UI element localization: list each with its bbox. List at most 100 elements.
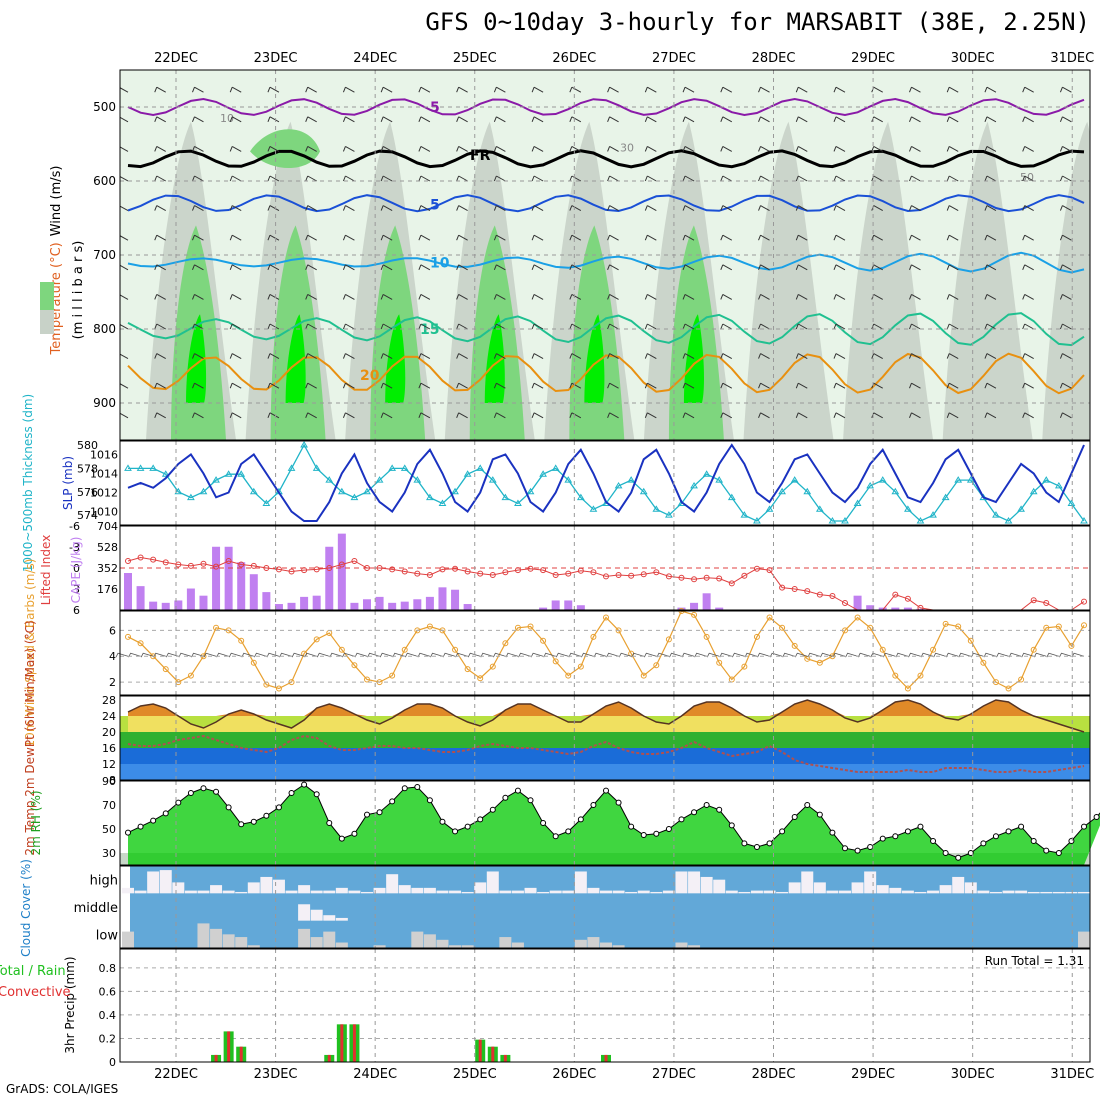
wind-barb <box>909 86 921 93</box>
rh-point <box>1081 823 1087 830</box>
lifted-point <box>389 566 396 573</box>
rh-point <box>967 850 974 856</box>
wind-barb <box>305 382 317 389</box>
lifted-point <box>452 565 459 572</box>
rh-point <box>741 840 748 847</box>
wind-point <box>665 636 672 643</box>
wind-barb <box>154 145 166 152</box>
wind-barb <box>1022 293 1034 300</box>
wind-barb <box>984 205 997 212</box>
wind-barb <box>795 145 808 152</box>
wind-barb <box>380 293 393 300</box>
precip-tick-label: 0.2 <box>99 1032 117 1045</box>
wind-barb <box>946 323 959 330</box>
cloud-bar-high <box>449 890 462 894</box>
wind-barb-10m <box>669 652 682 658</box>
isotherm-label: 5 <box>430 198 440 214</box>
wind-barb-10m <box>430 652 443 658</box>
wind-barb <box>229 382 242 389</box>
wind-barb <box>154 293 166 300</box>
wind-barb <box>493 116 506 123</box>
thickness-point <box>690 481 698 489</box>
wind-barb <box>380 116 393 123</box>
wind-barb <box>229 293 242 300</box>
thickness-point <box>426 493 434 501</box>
cape-bar <box>161 602 170 610</box>
wind-barb <box>569 86 582 93</box>
thickness-point <box>514 499 522 506</box>
lifted-point <box>313 566 320 573</box>
isotherm-line <box>127 251 1085 274</box>
date-label-bottom: 26DEC <box>552 1067 596 1082</box>
date-label-top: 22DEC <box>154 51 198 66</box>
wind-barb <box>267 234 280 241</box>
lifted-point <box>338 561 345 568</box>
slp-axis-title: SLP (mb) <box>61 456 75 510</box>
rh-point <box>804 802 811 808</box>
cloud-bar-high <box>738 891 751 894</box>
wind-barb-10m <box>1046 652 1059 658</box>
rh-point <box>867 844 874 850</box>
cloud-bar-low <box>600 942 612 948</box>
wind-barb <box>192 353 204 360</box>
wind-barb <box>758 145 770 152</box>
wind-point <box>816 659 823 666</box>
precip-conv-bar <box>352 1024 356 1062</box>
thickness-point <box>740 511 749 518</box>
precip-conv-bar <box>214 1054 218 1062</box>
wind-barb <box>682 264 695 271</box>
wind-barb <box>1059 205 1072 212</box>
wind-barb <box>456 382 468 389</box>
wind-barb <box>1059 382 1072 389</box>
wind-barb <box>946 234 959 241</box>
wind-barb-10m <box>845 652 858 658</box>
lifted-point <box>603 573 609 580</box>
wind-barb <box>984 175 997 182</box>
wind-barb <box>418 353 431 360</box>
wind-barb <box>833 175 846 182</box>
rh-point <box>1018 823 1025 830</box>
wind-barb <box>909 175 921 182</box>
cloud-bar-high <box>310 890 323 894</box>
wind-barb <box>682 205 695 212</box>
wind-barb <box>1022 145 1034 152</box>
thickness-tick-label: 574 <box>77 509 98 522</box>
wind-barb <box>342 293 355 300</box>
thickness-point <box>551 464 560 471</box>
wind-barb <box>946 293 959 300</box>
rh-point <box>477 816 484 823</box>
wind-barb <box>758 205 770 212</box>
wind-barb-10m <box>820 652 833 658</box>
lifted-point <box>414 570 421 577</box>
cloud-bar-high <box>373 887 386 894</box>
rh-bright-core <box>285 314 306 403</box>
wind-barb <box>833 382 846 389</box>
thickness-point <box>526 487 535 495</box>
rh-point <box>1055 850 1062 856</box>
wind-barb <box>946 205 959 212</box>
wind-barb <box>342 264 355 271</box>
wind-barb <box>569 175 582 182</box>
wind-point <box>930 646 937 653</box>
wind-point <box>854 614 861 621</box>
rh-point <box>716 806 723 813</box>
wind-barb <box>418 382 431 389</box>
rh-grey-plume <box>843 121 934 440</box>
wind-point <box>1043 624 1050 631</box>
cloud-bar-low <box>222 934 235 948</box>
isotherm-label: 15 <box>420 322 439 338</box>
thickness-point <box>199 487 208 495</box>
date-label-top: 28DEC <box>752 51 796 66</box>
wind-barb <box>493 145 506 152</box>
cloud-bar-high <box>977 890 990 894</box>
wind-barb <box>418 175 431 182</box>
rh-point <box>791 814 798 820</box>
wind-barb <box>1059 293 1072 300</box>
wind-tick-label: 2 <box>109 676 116 689</box>
wind-barb-10m <box>958 652 971 658</box>
lifted-point <box>426 572 433 578</box>
cloud-bar-low <box>323 931 336 948</box>
cloud-bar-high <box>172 882 185 894</box>
rh-point <box>401 785 408 792</box>
wind-barb <box>682 353 695 360</box>
